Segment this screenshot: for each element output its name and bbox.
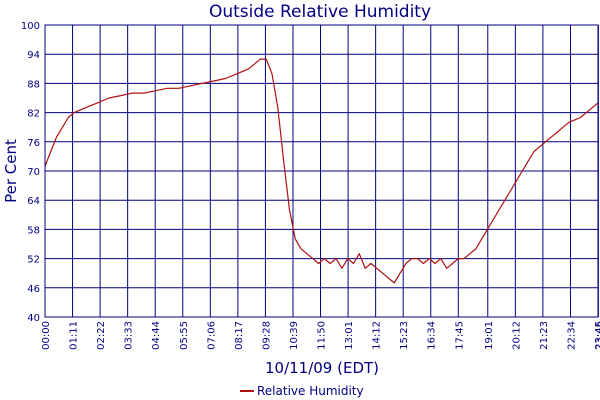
y-axis-label: Per Cent	[2, 139, 20, 203]
x-tick-label: 15:23	[399, 321, 410, 350]
x-tick-label: 07:06	[206, 321, 217, 350]
x-tick-label: 20:12	[511, 321, 522, 350]
series-layer	[44, 58, 599, 284]
x-tick-label: 17:45	[454, 321, 465, 350]
x-tick-label: 00:00	[41, 321, 52, 350]
x-tick-label: 09:28	[261, 321, 272, 350]
y-tick-label: 82	[27, 109, 40, 120]
x-tick-label: 08:17	[234, 321, 245, 350]
x-tick-label: 19:01	[484, 321, 495, 350]
x-tick-label: 22:34	[566, 321, 577, 350]
x-tick-label: 23:45	[594, 321, 600, 350]
x-tick-label: 11:50	[317, 321, 328, 350]
x-tick-label: 05:55	[179, 321, 190, 350]
x-tick-label: 16:34	[427, 321, 438, 350]
x-tick-label: 03:33	[124, 321, 135, 350]
plot-frame	[44, 24, 599, 318]
series-line-relative-humidity	[44, 58, 599, 284]
tick-layer: 40 46 52 58 64 70 76 82 88 94 100 00:00 01:11 02:22 03…	[21, 21, 600, 350]
legend: Relative Humidity	[240, 384, 364, 398]
y-tick-label: 70	[27, 167, 40, 178]
y-tick-label: 94	[27, 50, 40, 61]
chart-title: Outside Relative Humidity	[209, 2, 431, 22]
y-tick-label: 58	[27, 225, 40, 236]
y-tick-label: 100	[21, 21, 40, 32]
x-tick-label: 02:22	[96, 321, 107, 350]
y-tick-label: 40	[27, 313, 40, 324]
y-tick-label: 64	[27, 196, 40, 207]
y-tick-label: 88	[27, 79, 40, 90]
x-tick-label: 04:44	[151, 321, 162, 350]
x-tick-label: 14:12	[372, 321, 383, 350]
x-axis-label: 10/11/09 (EDT)	[265, 359, 379, 377]
x-tick-label: 23:46	[594, 321, 600, 350]
x-tick-label: 01:11	[69, 321, 80, 350]
y-tick-label: 76	[27, 138, 40, 149]
x-tick-label: 21:23	[539, 321, 550, 350]
y-tick-label: 52	[27, 255, 40, 266]
x-tick-label: 13:01	[344, 321, 355, 350]
y-tick-label: 46	[27, 284, 40, 295]
legend-label: Relative Humidity	[257, 384, 364, 398]
x-tick-label: 10:39	[289, 321, 300, 350]
